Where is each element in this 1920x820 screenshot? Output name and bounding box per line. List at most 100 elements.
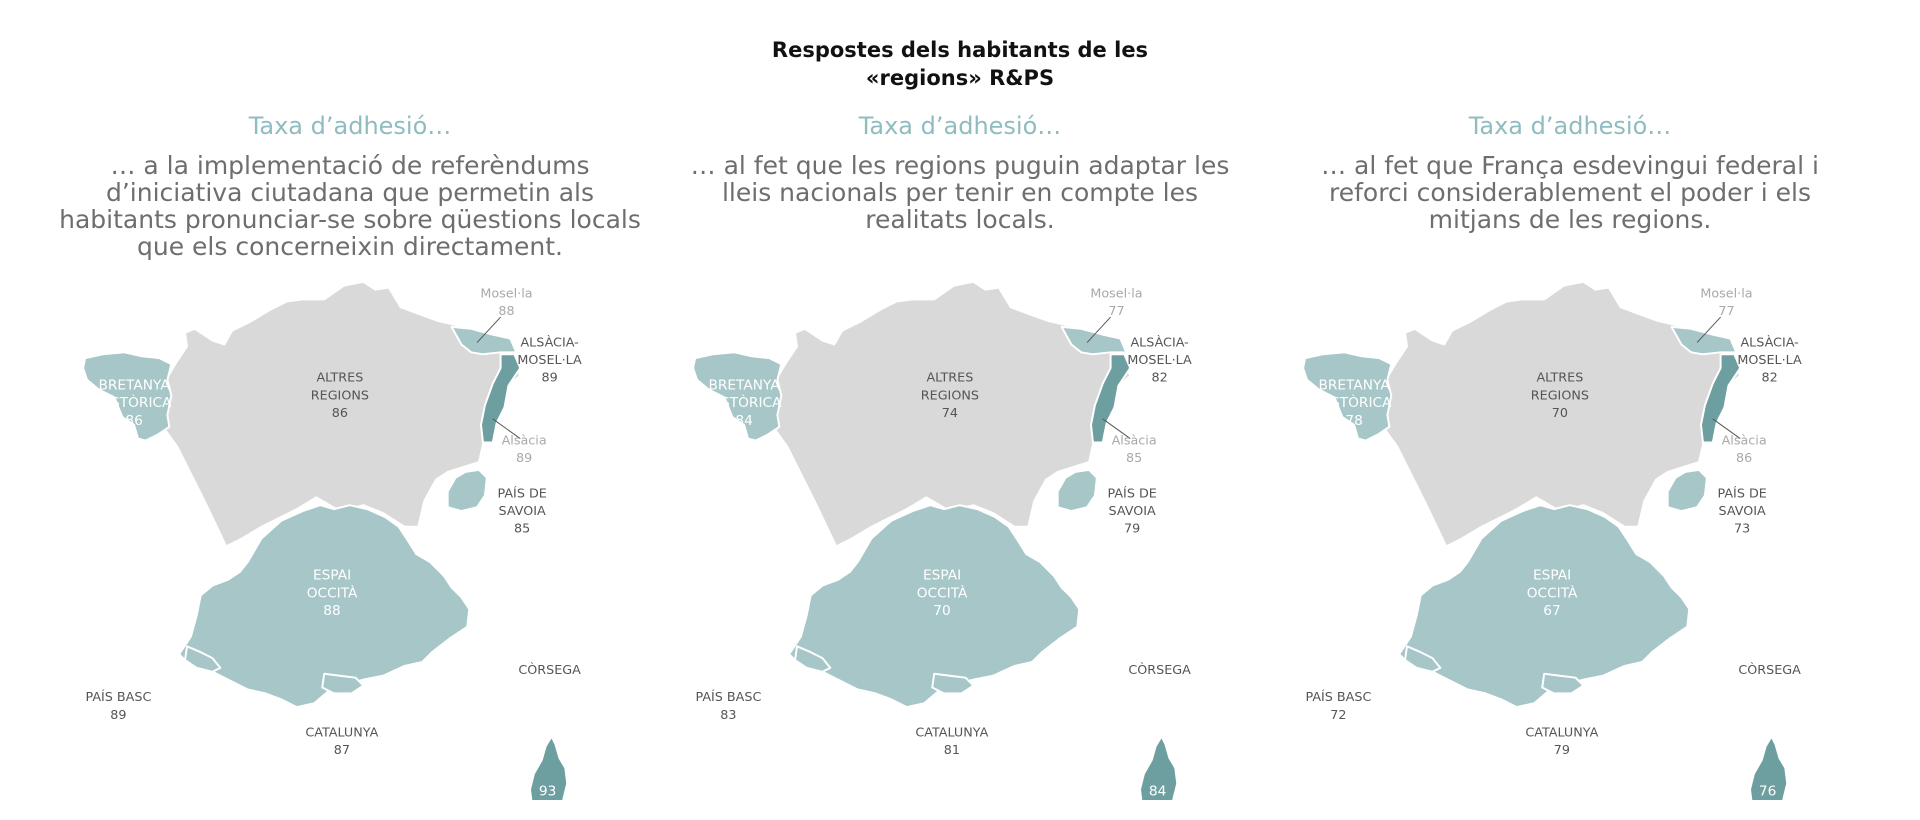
region-alsacia — [1700, 353, 1742, 444]
chart-title: Respostes dels habitants de les «regions… — [0, 36, 1920, 92]
region-pais-de-savoia — [446, 468, 488, 513]
region-corsega — [529, 735, 569, 800]
value-corsega: 93 — [539, 783, 556, 799]
question-line-3: habitants pronunciar-se sobre qüestions … — [59, 205, 641, 234]
label-pais-basc: PAÍS BASC — [695, 689, 761, 705]
label-mosella: Mosel·la — [1700, 286, 1752, 301]
region-pais-de-savoia — [1666, 468, 1708, 513]
region-pais-de-savoia — [1056, 468, 1098, 513]
panel-question: … a la implementació de referèndums d’ini… — [50, 152, 650, 260]
question-line-1: … al fet que França esdevingui federal i — [1321, 151, 1819, 180]
map-panel-3: Taxa d’adhesió… … al fet que França esdev… — [1260, 0, 1880, 820]
label-pais-basc: PAÍS BASC — [1305, 689, 1371, 705]
label-catalunya: CATALUNYA — [1525, 725, 1598, 740]
value-altres-regions: 86 — [332, 406, 348, 421]
label-bretanya: HISTÒRICA — [1317, 393, 1392, 411]
label-pais-de-savoia: SAVOIA — [499, 504, 546, 519]
label-bretanya: BRETANYA — [1318, 378, 1390, 394]
region-mosella — [450, 325, 518, 356]
value-altres-regions: 70 — [1552, 406, 1568, 421]
question-line-2: d’iniciativa ciutadana que permetin als — [105, 178, 595, 207]
label-pais-de-savoia: PAÍS DE — [1107, 485, 1156, 501]
panel-question: … al fet que França esdevingui federal i… — [1270, 152, 1870, 233]
label-altres-regions: ALTRES — [926, 371, 973, 386]
question-line-2: lleis nacionals per tenir en compte les — [721, 178, 1198, 207]
value-alsacia-mosella: 82 — [1761, 371, 1777, 386]
question-line-3: mitjans de les regions. — [1428, 205, 1712, 234]
label-bretanya: HISTÒRICA — [97, 393, 172, 411]
label-alsacia-mosella: ALSÀCIA- — [1740, 334, 1798, 350]
label-bretanya: HISTÒRICA — [707, 393, 782, 411]
region-bretanya — [82, 351, 173, 442]
region-espai-occita — [788, 504, 1081, 709]
region-bretanya — [1302, 351, 1393, 442]
value-alsacia-mosella: 82 — [1151, 371, 1167, 386]
map-panel-1: Taxa d’adhesió… … a la implementació de r… — [40, 0, 660, 820]
label-bretanya: BRETANYA — [708, 378, 780, 394]
leader-mosella — [476, 316, 501, 343]
value-alsacia: 89 — [516, 451, 532, 466]
leader-mosella — [1696, 316, 1721, 343]
label-pais-de-savoia: SAVOIA — [1719, 504, 1766, 519]
label-altres-regions: ALTRES — [1536, 371, 1583, 386]
panel-kicker: Taxa d’adhesió… — [248, 112, 452, 140]
value-altres-regions: 74 — [942, 406, 958, 421]
value-catalunya: 81 — [944, 743, 960, 758]
label-alsacia-mosella: MOSEL·LA — [1737, 353, 1802, 368]
label-espai-occita: OCCITÀ — [917, 584, 968, 601]
region-catalunya — [931, 672, 975, 695]
label-alsacia-mosella: ALSÀCIA- — [1130, 334, 1188, 350]
label-altres-regions: ALTRES — [316, 371, 363, 386]
panel-kicker: Taxa d’adhesió… — [1468, 112, 1672, 140]
label-alsacia-mosella: MOSEL·LA — [517, 353, 582, 368]
label-alsacia: Alsàcia — [1722, 433, 1767, 448]
label-corsega: CÒRSEGA — [1128, 662, 1191, 678]
title-line-2: «regions» R&PS — [865, 66, 1055, 90]
label-corsega: CÒRSEGA — [518, 662, 581, 678]
region-alsacia — [1090, 353, 1132, 444]
value-catalunya: 79 — [1554, 743, 1570, 758]
region-catalunya — [321, 672, 365, 695]
region-mosella — [1670, 325, 1738, 356]
label-mosella: Mosel·la — [1090, 286, 1142, 301]
value-catalunya: 87 — [334, 743, 350, 758]
label-pais-de-savoia: SAVOIA — [1109, 504, 1156, 519]
value-mosella: 77 — [1718, 304, 1734, 319]
label-alsacia: Alsàcia — [502, 433, 547, 448]
label-altres-regions: REGIONS — [1531, 388, 1589, 403]
value-mosella: 77 — [1108, 304, 1124, 319]
value-espai-occita: 67 — [1543, 603, 1560, 619]
value-corsega: 84 — [1149, 783, 1166, 799]
region-pais-basc — [794, 645, 832, 673]
label-altres-regions: REGIONS — [311, 388, 369, 403]
region-corsega — [1749, 735, 1789, 800]
value-pais-de-savoia: 85 — [514, 522, 530, 537]
region-catalunya — [1541, 672, 1585, 695]
value-espai-occita: 88 — [323, 603, 340, 619]
label-mosella: Mosel·la — [480, 286, 532, 301]
value-espai-occita: 70 — [933, 603, 950, 619]
region-espai-occita — [178, 504, 471, 709]
leader-alsacia — [1712, 418, 1741, 439]
value-pais-de-savoia: 79 — [1124, 522, 1140, 537]
label-espai-occita: ESPAI — [1533, 568, 1571, 584]
label-altres-regions: REGIONS — [921, 388, 979, 403]
value-bretanya: 78 — [1345, 413, 1362, 429]
region-pais-basc — [184, 645, 222, 673]
region-alsacia — [480, 353, 522, 444]
label-pais-de-savoia: PAÍS DE — [1717, 485, 1766, 501]
panel-question: … al fet que les regions puguin adaptar … — [660, 152, 1260, 233]
region-pais-basc — [1404, 645, 1442, 673]
region-bretanya — [692, 351, 783, 442]
label-espai-occita: ESPAI — [923, 568, 961, 584]
question-line-1: … al fet que les regions puguin adaptar … — [690, 151, 1230, 180]
label-espai-occita: OCCITÀ — [1527, 584, 1578, 601]
value-pais-basc: 83 — [720, 708, 736, 723]
label-pais-basc: PAÍS BASC — [85, 689, 151, 705]
value-pais-de-savoia: 73 — [1734, 522, 1750, 537]
label-espai-occita: OCCITÀ — [307, 584, 358, 601]
value-pais-basc: 89 — [110, 708, 126, 723]
label-catalunya: CATALUNYA — [915, 725, 988, 740]
